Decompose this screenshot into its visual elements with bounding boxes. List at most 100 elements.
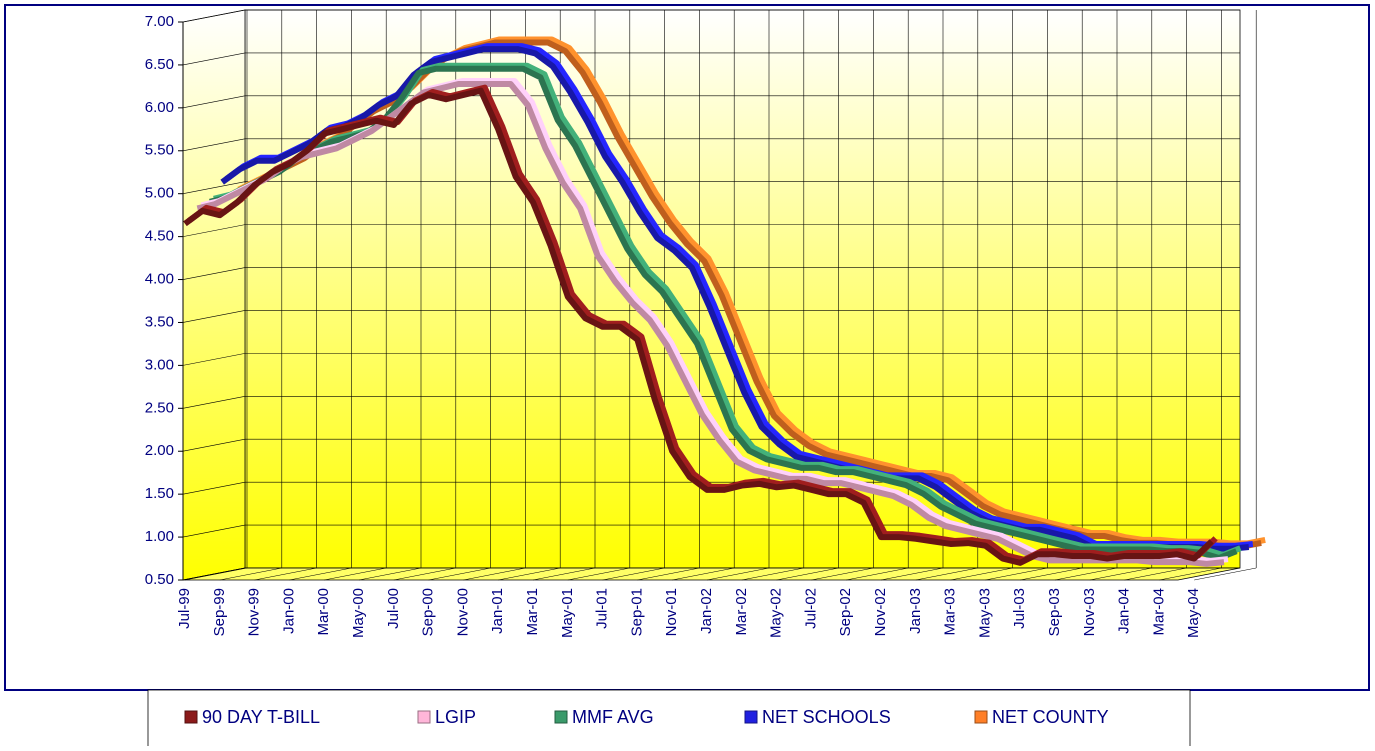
legend-swatch — [184, 710, 198, 724]
floor-line — [602, 567, 665, 581]
y-tick-label: 3.00 — [145, 356, 174, 373]
x-tick-label: Mar-03 — [942, 588, 959, 636]
y-tick-label: 6.00 — [145, 99, 174, 116]
x-tick-label: Jul-02 — [802, 588, 819, 629]
floor-line — [637, 567, 700, 581]
x-tick-label: Sep-03 — [1046, 588, 1063, 636]
floor-line — [672, 567, 735, 581]
floor-line — [324, 567, 387, 581]
x-tick-label: Jul-00 — [385, 588, 402, 629]
grid-line — [182, 567, 246, 581]
floor-line — [1054, 567, 1118, 581]
x-tick-label: May-01 — [559, 588, 576, 638]
floor-line — [428, 567, 491, 581]
floor-line — [463, 567, 526, 581]
x-tick-label: Jan-00 — [280, 588, 297, 634]
grid-line — [182, 9, 246, 23]
legend-label: MMF AVG — [572, 707, 654, 727]
legend-swatch — [974, 710, 988, 724]
x-tick-label: Nov-02 — [872, 588, 889, 636]
x-tick-label: Jul-03 — [1011, 588, 1028, 629]
x-tick-label: Nov-03 — [1081, 588, 1098, 636]
series-line — [183, 87, 1214, 566]
axes: 0.50 1.00 1.50 2.00 2.50 3.00 3.50 4.00 4.50 5.00… — [145, 13, 1202, 638]
x-tick-label: May-03 — [976, 588, 993, 638]
x-tick-label: Jan-01 — [489, 588, 506, 634]
grid-line — [182, 481, 246, 495]
legend-swatch — [744, 710, 758, 724]
x-tick-label: Jan-03 — [907, 588, 924, 634]
x-tick-label: Sep-00 — [420, 588, 437, 636]
y-tick-label: 7.00 — [145, 13, 174, 30]
floor-line — [393, 567, 456, 581]
floor-line — [1194, 567, 1257, 581]
floor-line — [289, 567, 352, 581]
x-tick-label: Mar-02 — [733, 588, 750, 636]
floor-line — [985, 567, 1048, 581]
floor-line — [532, 567, 596, 581]
floor-line — [1020, 567, 1083, 581]
grid-line — [182, 138, 246, 152]
y-tick-label: 4.00 — [145, 271, 174, 288]
grid-line — [182, 524, 246, 538]
x-tick-label: Jul-99 — [176, 588, 193, 629]
legend-label: 90 DAY T-BILL — [202, 707, 320, 727]
y-tick-label: 5.50 — [145, 142, 174, 159]
floor-line — [1089, 567, 1152, 581]
floor-line — [358, 567, 422, 581]
floor-line — [880, 567, 944, 581]
legend-swatch — [554, 710, 568, 724]
grid-line — [182, 353, 246, 366]
x-tick-label: Jan-04 — [1116, 588, 1133, 634]
series-line — [196, 80, 1225, 567]
floor-line — [741, 567, 804, 581]
floor-line — [254, 567, 317, 581]
floor-line — [706, 567, 770, 581]
x-tick-label: Nov-99 — [246, 588, 263, 636]
y-tick-label: 4.50 — [145, 228, 174, 245]
x-tick-label: Nov-00 — [454, 588, 471, 636]
legend-label: NET SCHOOLS — [762, 707, 891, 727]
y-tick-label: 3.50 — [145, 313, 174, 330]
x-tick-label: May-04 — [1185, 588, 1202, 638]
y-tick-label: 1.00 — [145, 528, 174, 545]
x-tick-label: Sep-99 — [211, 588, 228, 636]
floor-line — [950, 567, 1013, 581]
series-line — [220, 46, 1250, 552]
grid-line — [182, 267, 246, 280]
x-tick-label: Sep-01 — [628, 588, 645, 636]
floor-line — [184, 567, 248, 581]
x-tick-label: Jul-01 — [594, 588, 611, 629]
y-tick-label: 6.50 — [145, 56, 174, 73]
legend-swatch — [417, 710, 431, 724]
x-tick-label: May-00 — [350, 588, 367, 638]
legend-label: LGIP — [435, 707, 476, 727]
grid-line — [182, 438, 246, 452]
side-wall — [182, 9, 246, 581]
y-tick-label: 2.50 — [145, 399, 174, 416]
x-tick-label: Sep-02 — [837, 588, 854, 636]
legend-box — [147, 689, 1191, 751]
grid-line — [182, 95, 246, 109]
x-tick-label: May-02 — [768, 588, 785, 638]
grid-line — [182, 224, 246, 237]
grid-line — [182, 52, 246, 66]
x-tick-label: Nov-01 — [663, 588, 680, 636]
floor-line — [567, 567, 630, 581]
grid-line — [182, 396, 246, 409]
floor-line — [1159, 567, 1222, 581]
floor-line — [219, 567, 282, 581]
floor-line — [846, 567, 909, 581]
floor-line — [776, 567, 839, 581]
x-tick-label: Mar-01 — [524, 588, 541, 636]
legend: 90 DAY T-BILL LGIP MMF AVG NET SCHOOLS NET C… — [184, 707, 1109, 727]
y-tick-label: 0.50 — [145, 571, 174, 588]
grid-line — [182, 181, 246, 194]
floor-line — [498, 567, 561, 581]
plot — [183, 36, 1266, 567]
x-tick-label: Jan-02 — [698, 588, 715, 634]
floor-line — [811, 567, 874, 581]
legend-label: NET COUNTY — [992, 707, 1109, 727]
y-tick-label: 1.50 — [145, 485, 174, 502]
